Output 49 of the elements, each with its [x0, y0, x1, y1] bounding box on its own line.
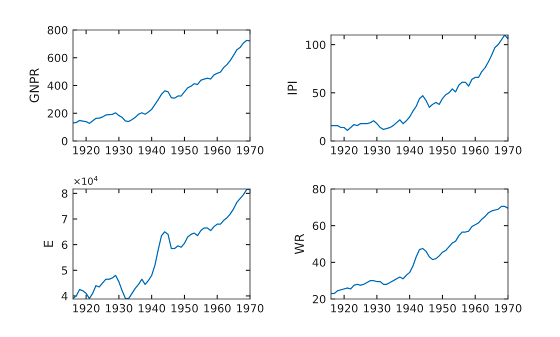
x-tick-label: 1920 [331, 304, 358, 312]
x-tick-label: 1920 [73, 304, 100, 312]
x-tick-label: 1950 [172, 146, 198, 154]
y-tick-label: 20 [312, 294, 326, 304]
x-tick-label: 1930 [106, 304, 132, 312]
x-tick-label: 1940 [396, 304, 424, 312]
y-tick-label: 7 [62, 215, 68, 224]
y-tick-label: 5 [62, 266, 68, 275]
y-axis-title: WR [294, 234, 304, 254]
x-tick-label: 1960 [204, 146, 231, 154]
line-series [73, 189, 250, 299]
x-tick-label: 1920 [331, 146, 358, 154]
x-tick-label: 1930 [364, 304, 390, 312]
y-tick-label: 0 [320, 136, 326, 146]
x-tick-label: 1950 [430, 146, 456, 154]
y-tick-label: 800 [48, 26, 68, 34]
y-tick-label: 400 [47, 81, 68, 90]
text: ×10$^{4}$ [74, 176, 98, 185]
x-tick-label: 1940 [396, 146, 424, 154]
y-tick-label: 200 [48, 109, 68, 118]
x-tick-label: 1970 [237, 146, 264, 154]
line-series [73, 40, 250, 124]
x-tick-label: 1920 [73, 146, 100, 154]
x-tick-label: 1930 [106, 146, 132, 154]
y-tick-label: 8 [62, 189, 68, 198]
y-tick-label: 4 [62, 292, 68, 300]
y-axis-title: E [44, 240, 53, 247]
y-tick-label: 600 [48, 54, 68, 62]
y-tick-label: 0 [62, 136, 68, 146]
x-tick-label: 1970 [237, 304, 264, 312]
x-tick-label: 1930 [364, 146, 390, 154]
y-axis-title: GNPR [30, 68, 39, 102]
x-tick-label: 1940 [138, 146, 166, 154]
y-tick-label: 100 [306, 40, 326, 50]
y-tick-label: 6 [62, 240, 68, 250]
x-tick-label: 1950 [172, 304, 198, 312]
line-series [331, 206, 508, 294]
y-tick-label: 50 [312, 88, 326, 98]
x-tick-label: 1970 [495, 146, 522, 154]
y-tick-label: 80 [312, 184, 326, 194]
y-tick-label: 60 [312, 222, 326, 230]
x-tick-label: 1970 [495, 304, 522, 312]
x-tick-label: 1960 [462, 304, 489, 312]
x-tick-label: 1940 [138, 304, 166, 312]
y-axis-title: IPI [288, 82, 297, 94]
x-tick-label: 1950 [430, 304, 456, 312]
x-tick-label: 1960 [204, 304, 231, 312]
x-tick-label: 1960 [462, 146, 489, 154]
y-tick-label: 40 [312, 258, 326, 267]
